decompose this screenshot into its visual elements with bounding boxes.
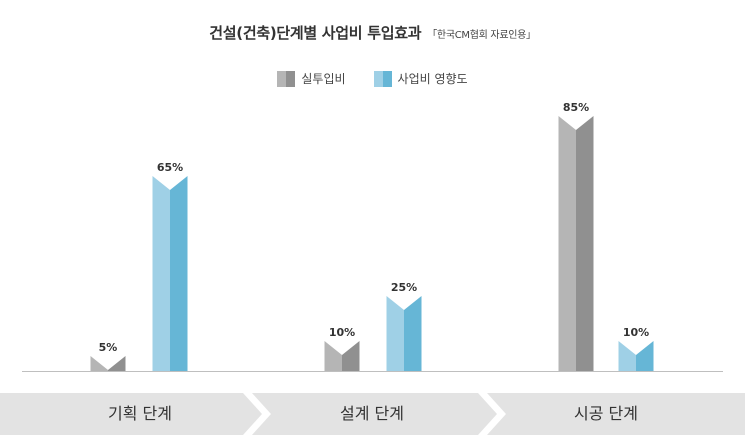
legend-label-actual-cost: 실투입비 [301,72,346,86]
phase-band-segment-2 [252,393,497,435]
bar-cost-influence-2 [386,296,422,371]
category-label-design: 설계 단계 [340,404,404,423]
chart-title-main: 건설(건축)단계별 사업비 투입효과 [209,24,422,42]
bar-face-right [108,356,126,371]
data-label-cost-influence-3: 10% [623,326,649,339]
phase-band [0,393,745,435]
data-label-cost-influence-1: 65% [157,161,183,174]
bar-face-left [90,356,108,371]
bar-actual-cost-2 [324,341,360,371]
data-label-actual-cost-1: 5% [99,341,118,354]
category-label-planning: 기획 단계 [108,404,172,423]
legend-swatch-cost-influence [373,70,392,87]
data-label-actual-cost-3: 85% [563,101,589,114]
x-axis-line [22,371,723,372]
chart-legend: 실투입비 사업비 영향도 [0,70,745,87]
bar-face-left [558,116,576,371]
bar-face-right [576,116,594,371]
bar-face-left [618,341,636,371]
bar-face-right [342,341,360,371]
bar-actual-cost-1 [90,356,126,371]
chart-title: 건설(건축)단계별 사업비 투입효과 「한국CM협회 자료인용」 [0,22,745,43]
legend-label-cost-influence: 사업비 영향도 [397,72,468,86]
legend-item-cost-influence: 사업비 영향도 [373,70,468,87]
legend-item-actual-cost: 실투입비 [277,70,346,87]
bar-face-left [324,341,342,371]
category-label-construction: 시공 단계 [574,404,638,423]
data-label-actual-cost-2: 10% [329,326,355,339]
bar-face-right [170,176,188,371]
chart-source-note: 「한국CM협회 자료인용」 [427,30,536,41]
bar-cost-influence-3 [618,341,654,371]
bar-face-right [636,341,654,371]
bar-face-right [404,296,422,371]
data-label-cost-influence-2: 25% [391,281,417,294]
legend-swatch-actual-cost [277,70,296,87]
bar-face-left [386,296,404,371]
phase-band-segment-3 [487,393,745,435]
bar-face-left [152,176,170,371]
bar-actual-cost-3 [558,116,594,371]
bar-cost-influence-1 [152,176,188,371]
phase-band-segment-1 [0,393,262,435]
